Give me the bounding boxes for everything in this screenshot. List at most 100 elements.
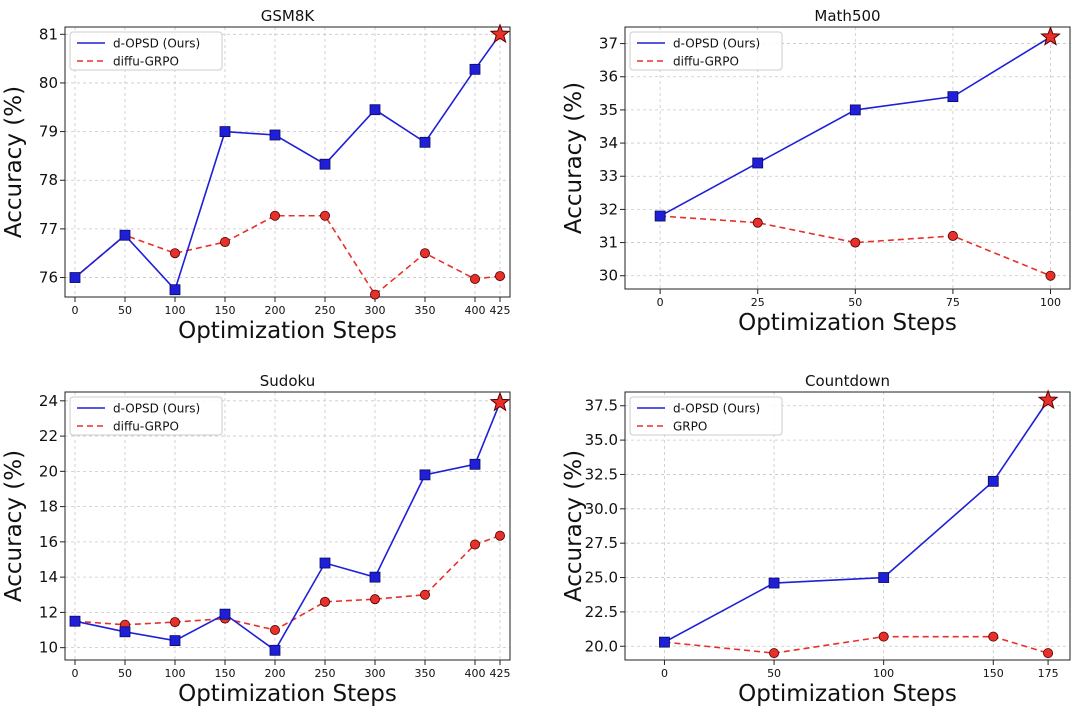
data-point-ours [319, 158, 331, 170]
data-point-ours [947, 91, 959, 103]
plot-frame [64, 26, 511, 298]
y-tick-label: 24 [39, 392, 58, 410]
x-axis-label: Optimization Steps [178, 681, 397, 707]
x-axis-label: Optimization Steps [178, 318, 397, 344]
chart-sudoku: Sudoku 0 50 100 150 200 250 300 350 400 425 10 12 14 1… [1, 372, 511, 707]
y-tick-label: 32 [599, 200, 618, 218]
data-point-baseline [769, 648, 780, 659]
data-point-ours [419, 469, 431, 481]
data-point-baseline [419, 589, 430, 600]
y-tick-label: 37 [599, 35, 618, 53]
x-tick-label: 100 [1040, 296, 1061, 309]
data-point-ours [69, 615, 81, 627]
plot-frame [624, 391, 1071, 661]
plot-frame [624, 26, 1071, 290]
data-point-baseline [469, 539, 480, 550]
data-point-baseline [494, 530, 505, 541]
data-point-baseline [947, 230, 958, 241]
y-tick-label: 22.5 [585, 603, 618, 621]
legend-label: d-OPSD (Ours) [673, 402, 760, 416]
data-point-ours [849, 104, 861, 116]
x-tick-label: 425 [490, 304, 511, 317]
x-tick-label: 400 [465, 304, 486, 317]
x-tick-label: 350 [415, 667, 436, 680]
y-tick-label: 10 [39, 639, 58, 657]
data-point-baseline [169, 248, 180, 259]
x-tick-label: 100 [873, 667, 894, 680]
y-axis-label: Accuracy (%) [561, 450, 587, 602]
y-tick-label: 22 [39, 427, 58, 445]
x-tick-label: 0 [72, 667, 79, 680]
x-tick-label: 0 [661, 667, 668, 680]
y-tick-label: 77 [39, 220, 58, 238]
x-tick-label: 150 [215, 667, 236, 680]
y-tick-label: 34 [599, 134, 618, 152]
x-tick-label: 50 [848, 296, 862, 309]
x-tick-label: 350 [415, 304, 436, 317]
x-tick-label: 300 [365, 304, 386, 317]
x-tick-label: 175 [1038, 667, 1059, 680]
y-tick-label: 30 [599, 267, 618, 285]
x-tick-label: 0 [657, 296, 664, 309]
data-point-baseline [269, 625, 280, 636]
y-tick-label: 35.0 [585, 431, 618, 449]
plot-frame [64, 391, 511, 661]
data-point-ours [269, 129, 281, 141]
y-axis-label: Accuracy (%) [1, 86, 27, 238]
x-tick-label: 425 [490, 667, 511, 680]
data-point-baseline [169, 617, 180, 628]
chart-title: Countdown [805, 372, 890, 390]
chart-title: Sudoku [260, 372, 315, 390]
y-tick-label: 36 [599, 68, 618, 86]
final-star-marker [489, 23, 511, 44]
x-axis-label: Optimization Steps [738, 310, 957, 336]
y-tick-label: 12 [39, 603, 58, 621]
y-tick-label: 31 [599, 234, 618, 252]
data-point-baseline [988, 631, 999, 642]
chart-countdown: Countdown 0 50 100 150 175 20.0 22.5 25.0 27.5 30.… [561, 372, 1071, 707]
data-point-baseline [1045, 270, 1056, 281]
series-line-baseline [74, 534, 501, 631]
x-tick-label: 400 [465, 667, 486, 680]
series-line-baseline [660, 215, 1051, 277]
legend-box [69, 31, 223, 71]
legend-label: diffu-GRPO [113, 420, 179, 434]
x-axis-label: Optimization Steps [738, 681, 957, 707]
x-tick-label: 150 [215, 304, 236, 317]
legend-label: d-OPSD (Ours) [113, 37, 200, 51]
data-point-ours [369, 571, 381, 583]
chart-title: GSM8K [261, 7, 316, 25]
legend-label: GRPO [673, 420, 707, 434]
data-point-baseline [878, 631, 889, 642]
x-tick-label: 300 [365, 667, 386, 680]
data-point-ours [269, 644, 281, 656]
data-point-ours [659, 636, 670, 648]
legend-box [629, 31, 783, 71]
x-tick-label: 50 [118, 667, 132, 680]
x-tick-label: 50 [767, 667, 781, 680]
data-point-ours [219, 608, 231, 620]
chart-title: Math500 [814, 7, 880, 25]
series-line-ours [664, 399, 1049, 643]
y-tick-label: 20 [39, 462, 58, 480]
legend-label: diffu-GRPO [673, 55, 739, 69]
series-line-ours [74, 402, 501, 652]
y-tick-label: 37.5 [585, 397, 618, 415]
data-point-baseline [319, 596, 330, 607]
y-axis-label: Accuracy (%) [1, 450, 27, 602]
legend-box [629, 396, 783, 436]
x-tick-label: 150 [983, 667, 1004, 680]
legend-label: d-OPSD (Ours) [113, 402, 200, 416]
data-point-baseline [269, 210, 280, 221]
data-point-baseline [369, 289, 380, 300]
legend-label: diffu-GRPO [113, 55, 179, 69]
y-tick-label: 33 [599, 167, 618, 185]
y-tick-label: 27.5 [585, 534, 618, 552]
data-point-ours [119, 626, 131, 638]
y-tick-label: 16 [39, 533, 58, 551]
series-line-ours [74, 33, 501, 292]
legend-box [69, 396, 223, 436]
data-point-baseline [752, 217, 763, 228]
